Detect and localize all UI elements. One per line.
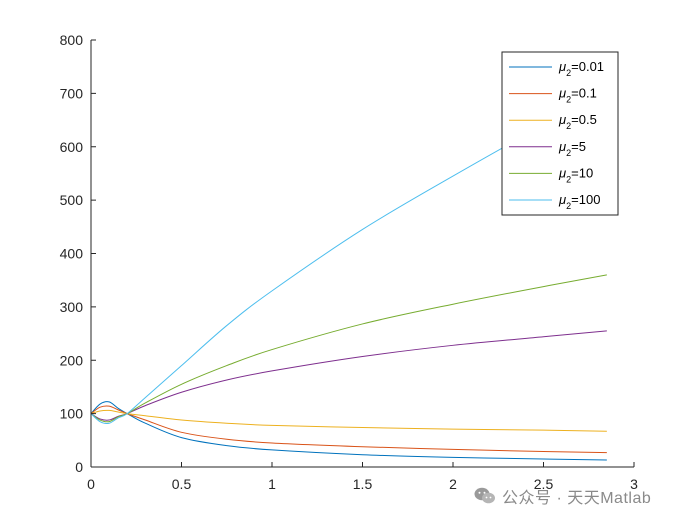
legend: μ2=0.01 μ2=0.1 μ2=0.5 μ2=5 μ2=10 μ2=100 xyxy=(501,51,619,216)
y-tick-label: 300 xyxy=(60,299,84,315)
legend-label-5: μ2=100 xyxy=(558,192,600,211)
series-line-4 xyxy=(90,274,607,423)
wechat-icon xyxy=(474,487,495,504)
y-tick-label: 500 xyxy=(60,192,84,208)
x-tick-label: 2.5 xyxy=(534,476,554,492)
y-tick-label: 100 xyxy=(60,406,84,422)
series-line-3 xyxy=(90,330,607,421)
y-tick-label: 800 xyxy=(60,32,84,48)
y-tick-label: 600 xyxy=(60,139,84,155)
y-tick-label: 200 xyxy=(60,352,84,368)
watermark: 公众号 · 天天Matlab xyxy=(474,484,651,508)
series-line-2 xyxy=(90,409,607,432)
legend-label-1: μ2=0.1 xyxy=(558,86,597,105)
watermark-text: 公众号 · 天天Matlab xyxy=(502,490,652,507)
legend-label-2: μ2=0.5 xyxy=(558,112,597,131)
series-line-5 xyxy=(90,92,608,424)
series-line-0 xyxy=(90,401,607,461)
x-tick-label: 1.5 xyxy=(353,476,373,492)
legend-label-3: μ2=5 xyxy=(558,139,586,158)
legend-label-0: μ2=0.01 xyxy=(558,59,604,78)
series-lines xyxy=(90,92,608,461)
x-tick-label: 1 xyxy=(268,476,276,492)
y-tick-label: 400 xyxy=(60,246,84,262)
x-tick-label: 0.5 xyxy=(172,476,192,492)
axes: 0 100 200 300 400 500 600 700 800 0 0.5 1 1.5 2 2.5 3 xyxy=(60,32,638,492)
y-tick-label: 700 xyxy=(60,85,84,101)
series-line-1 xyxy=(90,405,607,454)
legend-label-4: μ2=10 xyxy=(558,165,593,184)
x-tick-label: 2 xyxy=(449,476,457,492)
y-tick-label: 0 xyxy=(75,459,83,475)
legend-box xyxy=(501,51,619,216)
x-tick-label: 0 xyxy=(87,476,95,492)
x-tick-label: 3 xyxy=(630,476,638,492)
